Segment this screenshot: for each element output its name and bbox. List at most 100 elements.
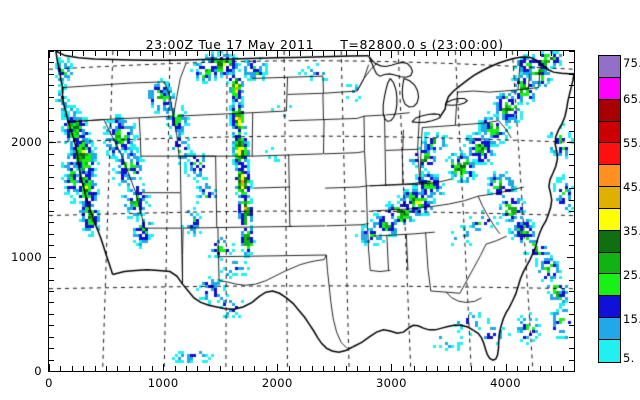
axis-tick xyxy=(574,51,575,56)
axis-tick xyxy=(243,51,244,56)
axis-tick xyxy=(49,51,50,58)
x-axis-tick-label: 3000 xyxy=(375,376,407,390)
axis-tick xyxy=(569,188,574,189)
axis-tick xyxy=(49,291,54,292)
axis-tick xyxy=(83,366,84,371)
axis-tick xyxy=(49,165,54,166)
colorbar-band xyxy=(599,230,620,253)
axis-tick xyxy=(277,364,278,371)
axis-tick xyxy=(569,51,574,52)
axis-tick xyxy=(60,366,61,371)
colorbar-tick-label: 25. xyxy=(623,268,640,282)
axis-tick xyxy=(380,366,381,371)
axis-tick xyxy=(346,366,347,371)
axis-tick xyxy=(209,51,210,56)
axis-tick xyxy=(569,325,574,326)
axis-tick xyxy=(483,51,484,56)
axis-tick xyxy=(49,268,54,269)
axis-tick xyxy=(551,366,552,371)
axis-tick xyxy=(569,108,574,109)
axis-tick xyxy=(152,366,153,371)
axis-tick xyxy=(369,51,370,56)
axis-tick xyxy=(569,120,574,121)
axis-tick xyxy=(49,211,54,212)
axis-tick xyxy=(49,120,54,121)
axis-tick xyxy=(540,366,541,371)
axis-tick xyxy=(129,366,130,371)
axis-tick xyxy=(117,366,118,371)
axis-tick xyxy=(567,371,574,372)
colorbar-tick-label: 5. xyxy=(623,350,635,365)
axis-tick xyxy=(569,234,574,235)
colorbar-band xyxy=(599,187,620,209)
axis-tick xyxy=(49,325,54,326)
axis-tick xyxy=(72,51,73,56)
axis-tick xyxy=(569,74,574,75)
colorbar-tick-label: 35. xyxy=(623,224,640,238)
axis-tick xyxy=(569,291,574,292)
axis-tick xyxy=(569,85,574,86)
axis-tick xyxy=(140,51,141,56)
axis-tick xyxy=(569,302,574,303)
axis-tick xyxy=(323,51,324,56)
axis-tick xyxy=(563,51,564,56)
axis-tick xyxy=(220,366,221,371)
y-axis-tick-label: 2000 xyxy=(11,135,42,150)
axis-tick xyxy=(569,200,574,201)
axis-tick xyxy=(569,165,574,166)
reflectivity-colorbar xyxy=(598,55,621,363)
axis-tick xyxy=(334,51,335,56)
x-axis-tick-label: 1000 xyxy=(147,376,179,390)
colorbar-tick-label: 15. xyxy=(623,312,640,326)
axis-tick xyxy=(403,366,404,371)
axis-tick xyxy=(569,245,574,246)
axis-tick xyxy=(49,62,54,63)
axis-tick xyxy=(567,142,574,143)
axis-tick xyxy=(277,51,278,58)
axis-tick xyxy=(300,366,301,371)
axis-tick xyxy=(369,366,370,371)
axis-tick xyxy=(517,366,518,371)
x-axis-tick-label: 0 xyxy=(45,376,53,390)
colorbar-band xyxy=(599,56,620,78)
axis-tick xyxy=(49,74,54,75)
colorbar-band xyxy=(599,77,620,100)
axis-tick xyxy=(49,337,54,338)
axis-tick xyxy=(574,366,575,371)
axis-tick xyxy=(49,97,54,98)
axis-tick xyxy=(232,366,233,371)
axis-tick xyxy=(380,51,381,56)
axis-tick xyxy=(471,51,472,56)
axis-tick xyxy=(448,51,449,56)
axis-tick xyxy=(312,51,313,56)
axis-tick xyxy=(506,51,507,58)
colorbar-tick-label: 45. xyxy=(623,180,640,194)
colorbar-tick-label: 75. xyxy=(623,55,640,70)
axis-tick xyxy=(357,51,358,56)
axis-tick xyxy=(569,337,574,338)
axis-tick xyxy=(540,51,541,56)
axis-tick xyxy=(569,62,574,63)
axis-tick xyxy=(197,51,198,56)
axis-tick xyxy=(483,366,484,371)
axis-tick xyxy=(220,51,221,56)
axis-tick xyxy=(254,51,255,56)
axis-tick xyxy=(569,177,574,178)
axis-tick xyxy=(448,366,449,371)
axis-tick xyxy=(357,366,358,371)
axis-tick xyxy=(569,314,574,315)
axis-tick xyxy=(426,51,427,56)
axis-tick xyxy=(569,348,574,349)
axis-tick xyxy=(49,200,54,201)
axis-tick xyxy=(494,366,495,371)
axis-tick xyxy=(517,51,518,56)
colorbar-tick-label: 65. xyxy=(623,92,640,106)
axis-tick xyxy=(186,366,187,371)
radar-reflectivity-map xyxy=(49,51,574,371)
axis-tick xyxy=(83,51,84,56)
title-timestamp: 23:00Z Tue 17 May 2011 xyxy=(145,37,315,52)
axis-tick xyxy=(175,366,176,371)
colorbar-band xyxy=(599,143,620,166)
axis-tick xyxy=(569,268,574,269)
plot-title: 23:00Z Tue 17 May 2011 T=82800.0 s (23:00… xyxy=(0,22,640,52)
